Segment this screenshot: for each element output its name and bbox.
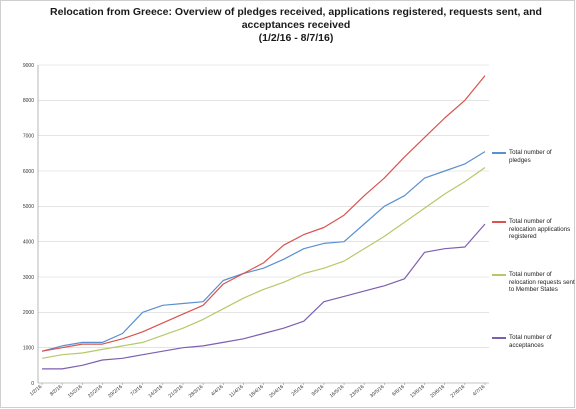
x-tick-label: 7/3/16 bbox=[129, 384, 144, 398]
x-tick-label: 11/4/16 bbox=[228, 384, 245, 399]
x-tick-label: 14/3/16 bbox=[147, 384, 164, 399]
chart-title-line-1: Relocation from Greece: Overview of pled… bbox=[50, 6, 542, 18]
y-tick-label: 9000 bbox=[23, 63, 34, 69]
chart-title-line-2: acceptances received bbox=[241, 19, 351, 31]
x-tick-label: 13/6/16 bbox=[409, 384, 426, 399]
x-tick-label: 20/6/16 bbox=[429, 384, 446, 399]
legend-swatch-4 bbox=[492, 337, 506, 339]
x-tick-label: 23/5/16 bbox=[349, 384, 366, 399]
legend-label-4: Total number of acceptances bbox=[509, 334, 552, 349]
legend-swatch-1 bbox=[492, 152, 506, 154]
x-tick-label: 4/4/16 bbox=[210, 384, 225, 398]
x-tick-label: 29/2/16 bbox=[107, 384, 124, 399]
y-tick-label: 1000 bbox=[23, 345, 34, 351]
series-line-1 bbox=[41, 151, 486, 352]
chart-title-line-3: (1/2/16 - 8/7/16) bbox=[258, 32, 334, 44]
x-tick-label: 9/5/16 bbox=[311, 384, 326, 398]
y-tick-label: 6000 bbox=[23, 169, 34, 175]
legend-label-3: Total number of relocation requests sent… bbox=[509, 271, 575, 294]
x-tick-label: 30/5/16 bbox=[369, 384, 386, 399]
y-tick-label: 3000 bbox=[23, 275, 34, 281]
x-tick-label: 21/3/16 bbox=[168, 384, 185, 399]
y-tick-label: 5000 bbox=[23, 204, 34, 210]
series-line-4 bbox=[42, 223, 486, 370]
x-tick-label: 2/5/16 bbox=[291, 384, 306, 398]
x-tick-label: 27/6/16 bbox=[450, 384, 467, 399]
y-tick-label: 7000 bbox=[23, 133, 34, 139]
x-tick-label: 6/6/16 bbox=[391, 384, 406, 398]
x-tick-label: 28/3/16 bbox=[188, 384, 205, 399]
y-tick-label: 4000 bbox=[23, 239, 34, 245]
series-line-3 bbox=[41, 167, 486, 359]
series-line-2 bbox=[41, 75, 486, 352]
x-tick-label: 8/2/16 bbox=[49, 384, 64, 398]
legend-label-1: Total number of pledges bbox=[509, 149, 552, 164]
x-tick-label: 4/7/16 bbox=[472, 384, 487, 398]
x-tick-label: 16/5/16 bbox=[329, 384, 346, 399]
legend-swatch-2 bbox=[492, 221, 506, 223]
x-tick-label: 25/4/16 bbox=[268, 384, 285, 399]
legend-swatch-3 bbox=[492, 274, 506, 276]
y-tick-label: 2000 bbox=[23, 310, 34, 316]
legend-label-2: Total number of relocation applications … bbox=[509, 218, 571, 241]
y-tick-label: 8000 bbox=[23, 98, 34, 104]
x-tick-label: 18/4/16 bbox=[248, 384, 265, 399]
x-tick-label: 15/2/16 bbox=[67, 384, 84, 399]
y-tick-label: 0 bbox=[31, 381, 34, 387]
x-tick-label: 22/2/16 bbox=[87, 384, 104, 399]
